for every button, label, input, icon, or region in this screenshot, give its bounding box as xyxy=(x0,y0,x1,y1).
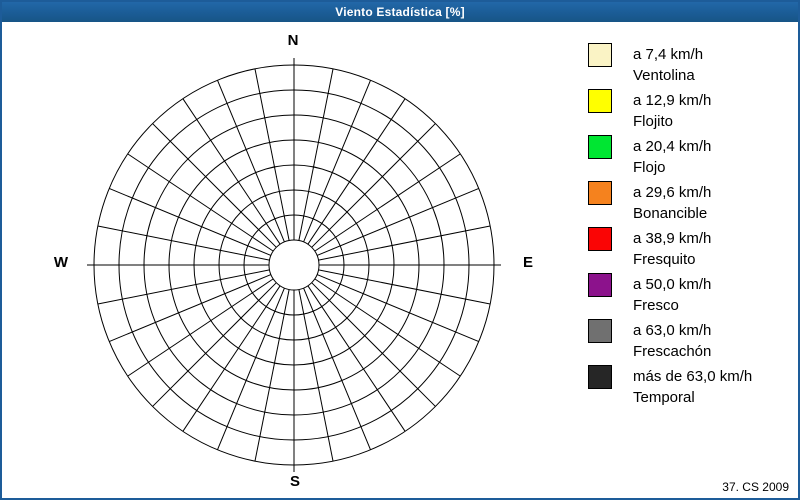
legend-color-swatch xyxy=(588,227,612,251)
legend-category-label: Fresco xyxy=(633,297,679,314)
legend-category-label: Flojito xyxy=(633,113,674,130)
legend-speed-label: a 7,4 km/h xyxy=(633,46,704,63)
compass-label-south: S xyxy=(289,473,300,490)
legend-category-label: Fresquito xyxy=(633,251,696,268)
legend-speed-label: a 50,0 km/h xyxy=(633,276,712,293)
legend-speed-label: más de 63,0 km/h xyxy=(633,368,753,385)
legend-item: a 7,4 km/h Ventolina xyxy=(588,43,788,89)
compass-label-west: W xyxy=(53,254,69,271)
legend-category-label: Temporal xyxy=(633,389,695,406)
legend-color-swatch xyxy=(588,135,612,159)
legend-color-swatch xyxy=(588,365,612,389)
legend-item: a 29,6 km/h Bonancible xyxy=(588,181,788,227)
legend-category-label: Bonancible xyxy=(633,205,708,222)
title-bar: Viento Estadística [%] xyxy=(2,2,798,22)
window-title: Viento Estadística [%] xyxy=(335,5,465,19)
legend-item: a 50,0 km/h Fresco xyxy=(588,273,788,319)
legend-speed-label: a 20,4 km/h xyxy=(633,138,712,155)
legend-speed-label: a 12,9 km/h xyxy=(633,92,712,109)
legend-category-label: Frescachón xyxy=(633,343,712,360)
legend-color-swatch xyxy=(588,181,612,205)
legend-category-label: Flojo xyxy=(633,159,666,176)
legend-item: a 20,4 km/h Flojo xyxy=(588,135,788,181)
legend-item: a 12,9 km/h Flojito xyxy=(588,89,788,135)
legend-color-swatch xyxy=(588,43,612,67)
legend-item: a 38,9 km/h Fresquito xyxy=(588,227,788,273)
legend-speed-label: a 38,9 km/h xyxy=(633,230,712,247)
footer-credit: 37. CS 2009 xyxy=(722,480,789,494)
legend-color-swatch xyxy=(588,89,612,113)
legend-speed-label: a 29,6 km/h xyxy=(633,184,712,201)
legend-item: a 63,0 km/h Frescachón xyxy=(588,319,788,365)
legend-category-label: Ventolina xyxy=(633,67,695,84)
compass-label-east: E xyxy=(522,254,533,271)
legend-item: más de 63,0 km/h Temporal xyxy=(588,365,788,411)
legend: a 7,4 km/h Ventolina a 12,9 km/h Flojito… xyxy=(588,43,788,411)
compass-label-north: N xyxy=(287,32,299,49)
legend-color-swatch xyxy=(588,319,612,343)
legend-speed-label: a 63,0 km/h xyxy=(633,322,712,339)
legend-color-swatch xyxy=(588,273,612,297)
